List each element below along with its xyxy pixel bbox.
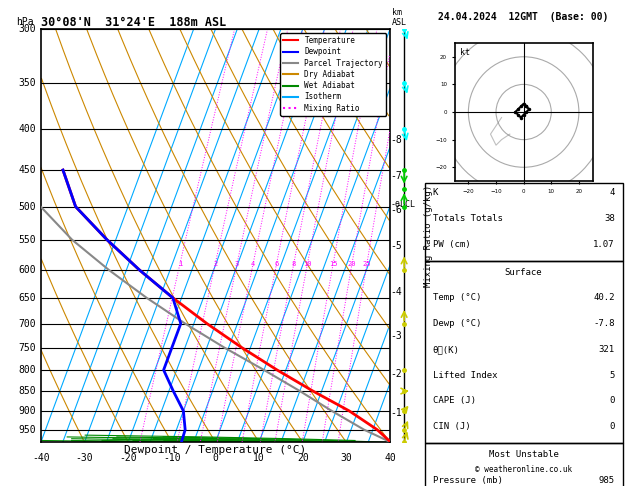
Text: 0: 0 — [610, 397, 615, 405]
Text: 24.04.2024  12GMT  (Base: 00): 24.04.2024 12GMT (Base: 00) — [438, 12, 609, 22]
Text: 20: 20 — [297, 452, 309, 463]
Text: -7: -7 — [391, 171, 403, 181]
Text: kt: kt — [460, 49, 470, 57]
Text: 650: 650 — [18, 293, 36, 303]
Text: 550: 550 — [18, 235, 36, 245]
Text: 700: 700 — [18, 319, 36, 329]
X-axis label: Dewpoint / Temperature (°C): Dewpoint / Temperature (°C) — [125, 445, 306, 455]
Text: km
ASL: km ASL — [392, 8, 407, 27]
Text: 40: 40 — [384, 452, 396, 463]
Text: 40.2: 40.2 — [593, 294, 615, 302]
Text: -30: -30 — [75, 452, 93, 463]
Text: Mixing Ratio (g/kg): Mixing Ratio (g/kg) — [424, 185, 433, 287]
Text: Surface: Surface — [505, 268, 542, 277]
Text: 750: 750 — [18, 343, 36, 352]
Text: Totals Totals: Totals Totals — [433, 214, 503, 223]
Text: -40: -40 — [32, 452, 50, 463]
Text: 10: 10 — [253, 452, 265, 463]
Text: 500: 500 — [18, 202, 36, 212]
Text: Most Unstable: Most Unstable — [489, 450, 559, 459]
Text: 1: 1 — [178, 261, 182, 267]
Text: 30: 30 — [340, 452, 352, 463]
Text: 5: 5 — [610, 371, 615, 380]
Text: 3: 3 — [235, 261, 239, 267]
Text: -2: -2 — [391, 369, 403, 379]
Text: Dewp (°C): Dewp (°C) — [433, 319, 481, 328]
Text: PW (cm): PW (cm) — [433, 240, 470, 249]
Text: 450: 450 — [18, 165, 36, 175]
Text: 4: 4 — [251, 261, 255, 267]
Text: -20: -20 — [120, 452, 137, 463]
Legend: Temperature, Dewpoint, Parcel Trajectory, Dry Adiabat, Wet Adiabat, Isotherm, Mi: Temperature, Dewpoint, Parcel Trajectory… — [280, 33, 386, 116]
Text: -θLCL: -θLCL — [391, 200, 416, 209]
Text: 15: 15 — [329, 261, 337, 267]
Text: CAPE (J): CAPE (J) — [433, 397, 476, 405]
Text: 321: 321 — [599, 345, 615, 354]
Text: © weatheronline.co.uk: © weatheronline.co.uk — [475, 465, 572, 474]
Text: 300: 300 — [18, 24, 36, 34]
Text: Pressure (mb): Pressure (mb) — [433, 476, 503, 485]
Text: 10: 10 — [303, 261, 311, 267]
Text: 800: 800 — [18, 365, 36, 375]
Text: K: K — [433, 188, 438, 197]
Text: 30°08'N  31°24'E  188m ASL: 30°08'N 31°24'E 188m ASL — [41, 16, 226, 29]
Text: 0: 0 — [610, 422, 615, 431]
Text: 8: 8 — [291, 261, 296, 267]
Text: 6: 6 — [274, 261, 279, 267]
Text: -3: -3 — [391, 331, 403, 341]
Text: 20: 20 — [348, 261, 356, 267]
Text: 0: 0 — [213, 452, 218, 463]
Text: 38: 38 — [604, 214, 615, 223]
Text: 350: 350 — [18, 78, 36, 88]
Text: -10: -10 — [163, 452, 181, 463]
Text: 850: 850 — [18, 386, 36, 396]
Text: 25: 25 — [362, 261, 371, 267]
Bar — [425, 443, 623, 486]
Text: 1.07: 1.07 — [593, 240, 615, 249]
Text: 600: 600 — [18, 265, 36, 275]
Bar — [425, 184, 623, 260]
Text: 2: 2 — [213, 261, 217, 267]
Text: -6: -6 — [391, 205, 403, 215]
Text: 400: 400 — [18, 124, 36, 134]
Text: -4: -4 — [391, 287, 403, 297]
Text: 950: 950 — [18, 425, 36, 434]
Text: 4: 4 — [610, 188, 615, 197]
Text: 985: 985 — [599, 476, 615, 485]
Text: -8: -8 — [391, 135, 403, 145]
Text: θᴄ(K): θᴄ(K) — [433, 345, 459, 354]
Text: hPa: hPa — [16, 17, 34, 27]
Text: -5: -5 — [391, 241, 403, 251]
Text: -1: -1 — [391, 408, 403, 418]
Text: 900: 900 — [18, 406, 36, 416]
Text: CIN (J): CIN (J) — [433, 422, 470, 431]
Text: Lifted Index: Lifted Index — [433, 371, 497, 380]
Text: Temp (°C): Temp (°C) — [433, 294, 481, 302]
Bar — [425, 260, 623, 443]
Text: -7.8: -7.8 — [593, 319, 615, 328]
